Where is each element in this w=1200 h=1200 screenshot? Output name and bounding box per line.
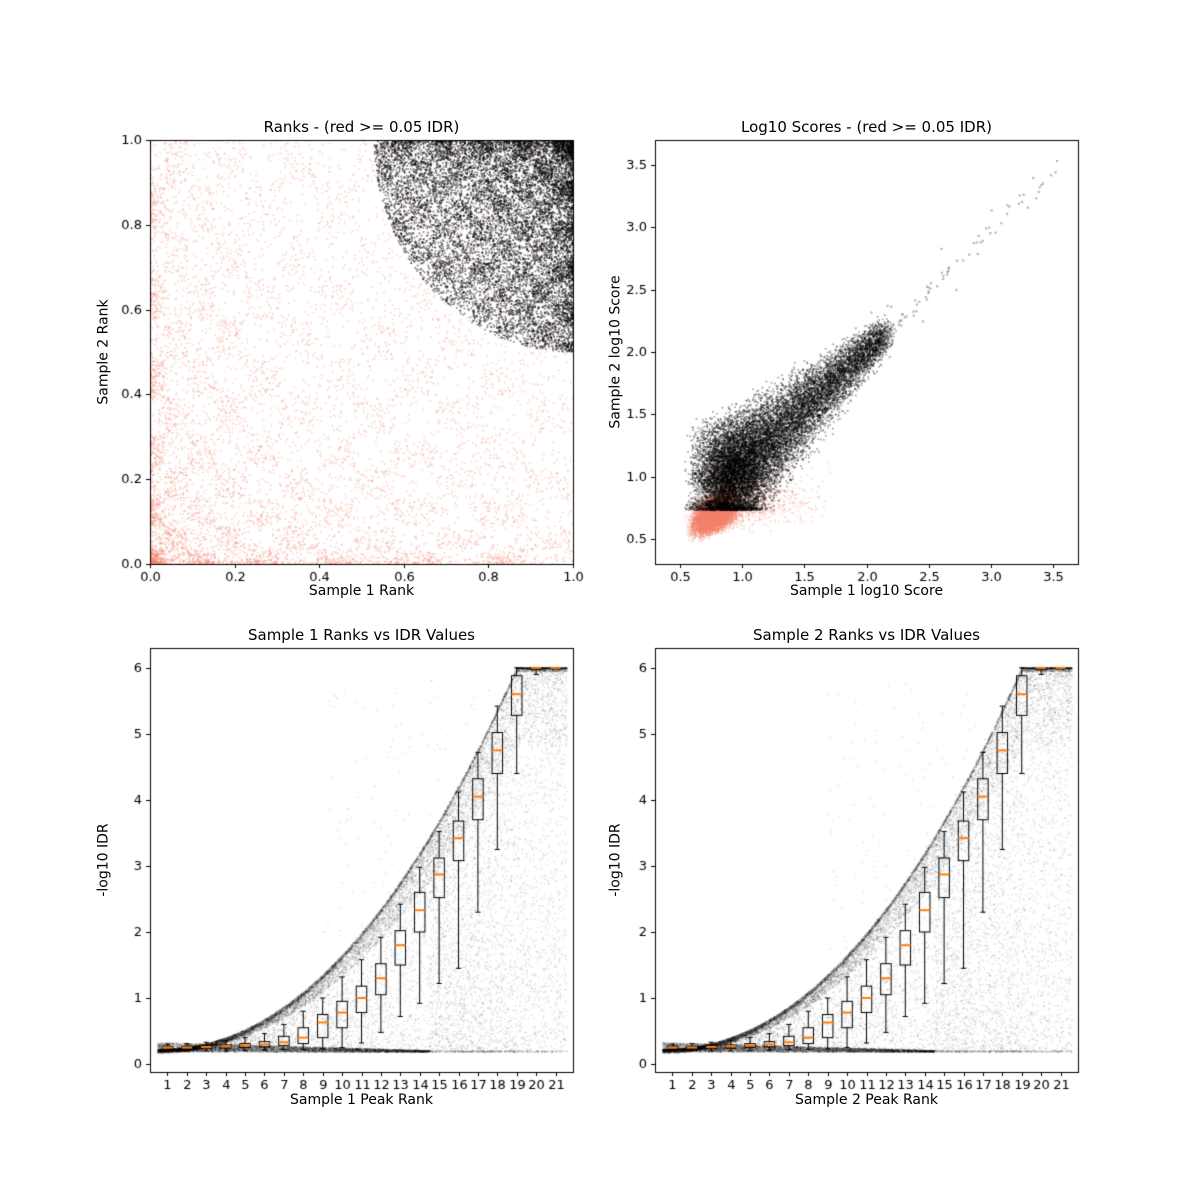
plot-scores-xlabel: Sample 1 log10 Score [789, 583, 944, 599]
plot-ranks-ylabel: Sample 2 Rank [95, 299, 112, 405]
plot-ranks-title: Ranks - (red >= 0.05 IDR) [263, 118, 460, 136]
plot-idr2-ylabel: -log10 IDR [607, 823, 624, 897]
plot-scores-ylabel: Sample 2 log10 Score [607, 275, 624, 429]
plot-idr1-xlabel: Sample 1 Peak Rank [290, 1092, 433, 1108]
plot-scores-title: Log10 Scores - (red >= 0.05 IDR) [741, 118, 992, 136]
plot-idr2-title: Sample 2 Ranks vs IDR Values [752, 626, 980, 644]
plot-idr2-xlabel: Sample 2 Peak Rank [795, 1092, 938, 1108]
plot-ranks-xlabel: Sample 1 Rank [308, 583, 415, 599]
plot-idr1-ylabel: -log10 IDR [95, 823, 112, 897]
plot-idr1-title: Sample 1 Ranks vs IDR Values [247, 626, 475, 644]
